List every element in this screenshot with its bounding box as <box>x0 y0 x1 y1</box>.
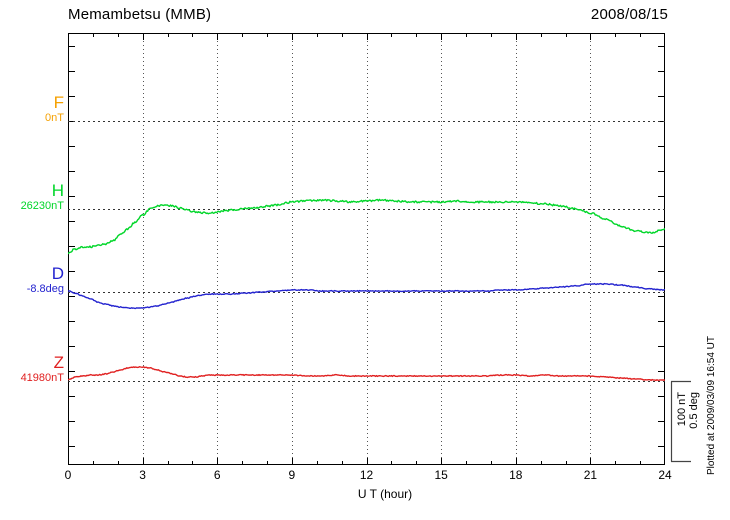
channel-value-f: 0nT <box>45 112 64 124</box>
x-axis-title: U T (hour) <box>0 487 730 501</box>
plot-area <box>68 33 665 465</box>
channel-name-h: H <box>51 181 64 200</box>
channel-name-d: D <box>51 264 64 283</box>
x-axis-title-text: U T (hour) <box>357 487 413 501</box>
trace-z <box>68 366 665 382</box>
magnetogram-svg <box>68 33 665 465</box>
observation-date: 2008/08/15 <box>590 6 668 23</box>
x-tick-label-21: 21 <box>583 468 598 482</box>
plotted-timestamp: Plotted at 2009/03/09 16:54 UT <box>706 336 717 475</box>
channel-label-h: H 26230nT <box>21 182 64 213</box>
channel-label-d: D -8.8deg <box>27 265 64 296</box>
trace-h <box>68 198 665 255</box>
x-tick-label-15: 15 <box>434 468 448 482</box>
x-tick-label-9: 9 <box>288 468 296 482</box>
channel-name-f: F <box>53 93 64 112</box>
x-tick-label-12: 12 <box>359 468 374 482</box>
plot-frame <box>68 33 665 465</box>
page-title: Memambetsu (MMB) <box>68 6 212 23</box>
channel-label-z: Z 41980nT <box>21 354 64 385</box>
channel-name-z: Z <box>53 353 64 372</box>
channel-value-z: 41980nT <box>20 372 64 384</box>
scale-bar <box>670 380 691 463</box>
x-tick-label-24: 24 <box>658 468 672 482</box>
x-tick-label-18: 18 <box>509 468 523 482</box>
trace-d <box>68 282 665 310</box>
x-tick-label-6: 6 <box>213 468 221 482</box>
channel-value-d: -8.8deg <box>26 283 64 295</box>
channel-value-h: 26230nT <box>20 200 64 212</box>
x-tick-label-0: 0 <box>64 468 72 482</box>
channel-label-f: F 0nT <box>45 94 64 125</box>
x-tick-label-3: 3 <box>139 468 146 482</box>
